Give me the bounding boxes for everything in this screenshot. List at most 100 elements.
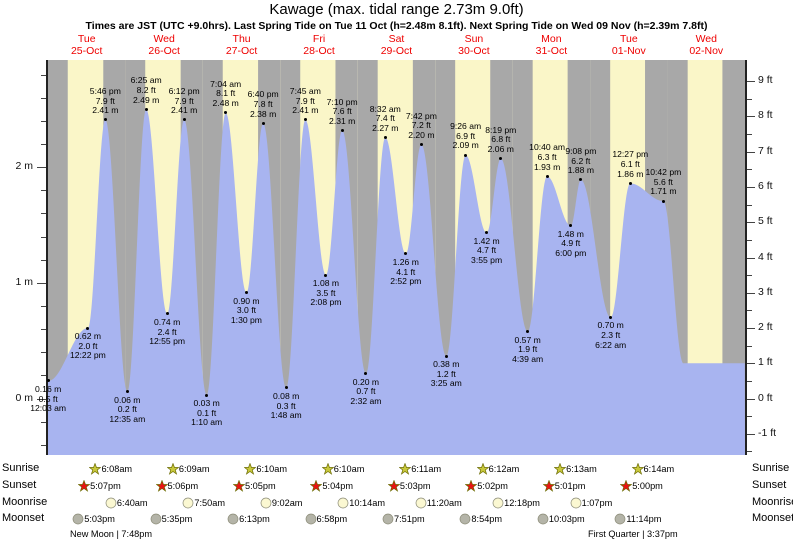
sunrise-star-icon: [89, 463, 102, 475]
y-tick-minor-left: [41, 213, 46, 215]
tide-height-m: 1.86 m: [617, 168, 644, 179]
y-tick-minor-left: [41, 444, 46, 446]
y-tick-minor-left: [41, 144, 46, 146]
sunrise-star-icon: [321, 463, 334, 475]
y-tick-minor-right: [747, 380, 752, 382]
sunrise-time: 6:08am: [101, 464, 133, 474]
low-tide-marker: [526, 330, 530, 334]
tide-height-m: 2.41 m: [171, 105, 198, 116]
day-date: 25-Oct: [70, 45, 103, 57]
low-tide-label: 1.26 m 4.1 ft 2:52 pm: [375, 257, 437, 287]
tide-height-m: 1.71 m: [650, 186, 677, 197]
day-date: 30-Oct: [458, 45, 490, 57]
low-tide-label: 0.62 m 2.0 ft 12:22 pm: [57, 331, 119, 361]
low-tide-marker: [485, 231, 489, 235]
sunrise-star-icon: [244, 463, 257, 475]
tide-height-m: 0.90 m: [233, 295, 260, 306]
sunset-star-icon: [232, 480, 245, 492]
y-label-right: -1 ft: [758, 426, 777, 439]
moonrise-time: 12:18pm: [504, 498, 540, 508]
high-tide-marker: [661, 199, 665, 203]
sunrise-star-icon: [631, 463, 644, 475]
y-label-right: 6 ft: [758, 179, 773, 192]
day-of-week: Wed: [153, 33, 175, 45]
sunset-time: 5:00pm: [632, 481, 663, 491]
sunrise-star-icon: [399, 463, 412, 475]
low-tide-label: 0.16 m 0.5 ft 12:03 am: [17, 384, 79, 414]
y-tick-minor-left: [41, 167, 46, 169]
high-tide-marker: [340, 129, 344, 133]
tide-height-ft: 5.6 ft: [653, 176, 673, 187]
low-tide-marker: [404, 252, 408, 256]
row-label-right-moonrise: Moonrise: [752, 496, 793, 508]
high-tide-label: 6:12 pm 7.9 ft 2.41 m: [153, 86, 215, 116]
page-subtitle: Times are JST (UTC +9.0hrs). Last Spring…: [85, 20, 708, 32]
tide-time: 9:08 pm: [565, 145, 597, 156]
moonset-time: 6:58pm: [316, 514, 348, 524]
day-of-week: Tue: [619, 33, 638, 45]
tide-height-m: 0.74 m: [153, 316, 181, 327]
tide-time: 6:00 pm: [555, 247, 587, 258]
moonset-circle-icon: [614, 513, 626, 525]
tide-height-m: 2.09 m: [452, 140, 479, 151]
sunrise-time: 6:09am: [178, 464, 210, 474]
high-tide-marker: [103, 118, 107, 122]
y-tick-minor-right: [747, 98, 752, 100]
axis-line: [745, 60, 747, 455]
high-tide-label: 5:46 pm 7.9 ft 2.41 m: [74, 85, 136, 116]
day-date: 28-Oct: [303, 45, 335, 57]
y-label-right: 5 ft: [758, 215, 773, 228]
high-tide-marker: [261, 121, 265, 125]
low-tide-marker: [324, 273, 328, 277]
y-label-right: 1 ft: [758, 356, 773, 369]
high-tide-label: 6:40 pm 7.8 ft 2.38 m: [232, 90, 294, 119]
high-tide-label: 7:42 pm 7.2 ft 2.20 m: [390, 111, 452, 141]
tide-height-m: 0.70 m: [597, 320, 624, 331]
moonrise-time: 10:14am: [349, 498, 386, 508]
y-tick-minor-left: [41, 329, 46, 331]
tide-time: 7:10 pm: [326, 96, 358, 107]
y-label-right: 2 ft: [758, 321, 773, 334]
low-tide-label: 0.90 m 3.0 ft 1:30 pm: [215, 295, 277, 326]
tide-height-m: 2.20 m: [408, 129, 435, 140]
tide-time: 4:39 am: [512, 353, 544, 364]
y-label-left: 2 m: [15, 160, 33, 173]
day-header-26-oct: Wed 26-Oct: [125, 33, 202, 57]
sunset-time: 5:07pm: [90, 481, 121, 491]
high-tide-marker: [182, 118, 186, 122]
high-tide-marker: [144, 107, 148, 111]
tide-time: 12:27 pm: [612, 149, 649, 160]
tide-time: 2:08 pm: [310, 297, 342, 308]
day-of-week: Fri: [312, 33, 326, 45]
high-tide-label: 8:32 am 7.4 ft 2.27 m: [354, 104, 416, 134]
tide-height-ft: 2.4 ft: [157, 326, 177, 337]
y-tick-right: [747, 363, 755, 365]
tide-time: 10:40 am: [529, 142, 566, 153]
tide-height-m: 1.93 m: [533, 161, 561, 172]
moonset-time: 7:51pm: [393, 514, 425, 524]
y-tick-right: [747, 398, 755, 400]
y-label-left: 1 m: [15, 275, 33, 288]
tide-time: 5:46 pm: [89, 85, 121, 96]
tide-height-ft: 7.4 ft: [375, 113, 395, 124]
y-tick-minor-left: [41, 306, 46, 307]
tide-time: 6:40 pm: [247, 89, 279, 100]
tide-height-ft: 4.9 ft: [561, 238, 581, 249]
tide-height-ft: 2.0 ft: [78, 340, 98, 351]
y-tick-right: [747, 81, 755, 83]
sunset-star-icon: [310, 480, 323, 492]
high-tide-label: 8:19 pm 6.8 ft 2.06 m: [470, 125, 532, 155]
moonset-circle-icon: [227, 513, 239, 525]
tide-height-ft: 0.2 ft: [117, 404, 137, 415]
moonset-circle-icon: [150, 513, 161, 525]
sunrise-time: 6:11am: [411, 464, 442, 474]
high-tide-marker: [628, 181, 632, 185]
y-tick-minor-right: [747, 310, 752, 312]
y-tick-minor-right: [747, 275, 752, 277]
tide-time: 12:35 am: [109, 413, 146, 424]
row-label-sunrise: Sunrise: [2, 462, 40, 474]
y-tick-minor-left: [41, 282, 46, 284]
moonset-circle-icon: [72, 513, 84, 525]
tide-height-m: 1.48 m: [557, 228, 584, 239]
low-tide-label: 0.08 m 0.3 ft 1:48 am: [255, 391, 317, 421]
